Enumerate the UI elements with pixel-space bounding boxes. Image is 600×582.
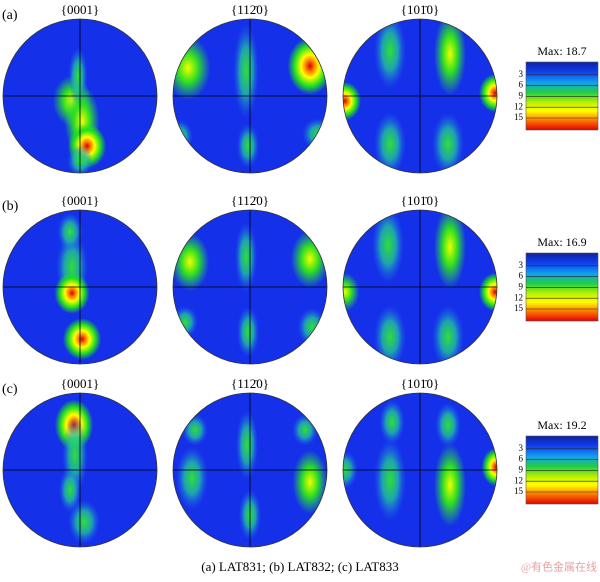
pole-figure: [343, 19, 497, 173]
intensity-blob: [479, 272, 497, 312]
intensity-blob: [374, 19, 406, 90]
colorbar-tick-label: 6: [519, 271, 524, 281]
intensity-blob: [287, 37, 327, 95]
pole-figure-title: {0001}: [61, 2, 99, 17]
intensity-blob: [173, 36, 211, 100]
colorbar-tick-label: 12: [514, 292, 523, 302]
pole-figure-title: {112̄0}: [231, 193, 269, 208]
intensity-blob: [236, 123, 260, 169]
pole-outline: [2, 392, 158, 548]
colorbar: [525, 61, 599, 131]
pole-figure: [343, 393, 497, 547]
colorbar-tick-label: 12: [514, 101, 523, 111]
pole-outline: [2, 18, 158, 174]
pole-figure: [3, 393, 157, 547]
pole-outline: [342, 209, 498, 365]
pole-figure: [3, 210, 157, 364]
colorbar-tick-label: 12: [514, 475, 523, 485]
colorbar-tick-label: 9: [519, 464, 524, 474]
pole-figure: [343, 210, 497, 364]
intensity-blob: [292, 414, 318, 446]
intensity-blob: [68, 499, 100, 545]
watermark: @有色金属在线: [521, 560, 597, 574]
colorbar-tick-label: 6: [519, 80, 524, 90]
intensity-blob: [343, 81, 361, 121]
pole-outline: [172, 18, 328, 174]
colorbar-tick-label: 3: [519, 69, 524, 79]
row-label: (c): [2, 382, 18, 397]
row-label: (b): [2, 199, 19, 214]
colorbar-tick-label: 9: [519, 90, 524, 100]
colorbar-tick-label: 9: [519, 281, 524, 291]
intensity-blob: [236, 306, 260, 358]
intensity-blob: [434, 443, 466, 527]
pole-figure-title: {112̄0}: [231, 2, 269, 17]
pole-figure-title: {0001}: [61, 376, 99, 391]
caption: (a) LAT831; (b) LAT832; (c) LAT833: [201, 559, 398, 574]
colorbar-tick-label: 3: [519, 443, 524, 453]
intensity-blob: [432, 305, 464, 364]
intensity-blob: [374, 438, 406, 522]
pole-figure-title: {101̄0}: [401, 376, 439, 391]
intensity-blob: [68, 47, 88, 105]
intensity-blob: [379, 399, 405, 445]
max-label: Max: 18.7: [537, 44, 586, 58]
colorbar-tick-label: 15: [514, 486, 524, 496]
intensity-blob: [434, 19, 466, 96]
intensity-blob: [481, 447, 497, 487]
pole-figure-title: {101̄0}: [401, 2, 439, 17]
pole-outline: [172, 392, 328, 548]
intensity-blob: [343, 272, 360, 312]
intensity-blob: [57, 212, 83, 252]
pole-figure-title: {101̄0}: [401, 193, 439, 208]
pole-outline: [342, 18, 498, 174]
max-label: Max: 19.2: [537, 418, 586, 432]
pole-outline: [342, 392, 498, 548]
intensity-blob: [182, 414, 208, 446]
pole-figure-title: {112̄0}: [231, 376, 269, 391]
pole-outline: [2, 209, 158, 365]
intensity-blob: [54, 272, 90, 314]
intensity-blob: [374, 305, 406, 364]
intensity-blob: [176, 446, 208, 510]
colorbar-tick-label: 3: [519, 260, 524, 270]
pole-figure: [3, 19, 157, 173]
intensity-blob: [374, 112, 406, 173]
pole-figure-title: {0001}: [61, 193, 99, 208]
colorbar: [525, 252, 599, 322]
intensity-blob: [479, 73, 497, 113]
max-label: Max: 16.9: [537, 235, 586, 249]
intensity-blob: [435, 402, 461, 448]
intensity-blob: [292, 450, 327, 514]
colorbar-tick-label: 15: [514, 303, 524, 313]
colorbar-tick-label: 6: [519, 454, 524, 464]
intensity-blob: [62, 318, 102, 360]
intensity-blob: [234, 221, 258, 293]
row-label: (a): [2, 8, 18, 23]
pole-outline: [172, 209, 328, 365]
intensity-blob: [173, 120, 193, 152]
intensity-blob: [173, 233, 210, 291]
intensity-blob: [372, 210, 404, 284]
intensity-blob: [235, 409, 259, 481]
colorbar-tick-label: 15: [514, 112, 524, 122]
pole-figure: [173, 393, 327, 547]
intensity-blob: [233, 23, 259, 119]
intensity-blob: [302, 118, 327, 150]
intensity-blob: [173, 306, 198, 338]
colorbar: [525, 435, 599, 505]
pole-figure: [173, 19, 327, 173]
intensity-blob: [58, 467, 82, 513]
intensity-blob: [432, 112, 464, 173]
intensity-blob: [434, 210, 466, 289]
